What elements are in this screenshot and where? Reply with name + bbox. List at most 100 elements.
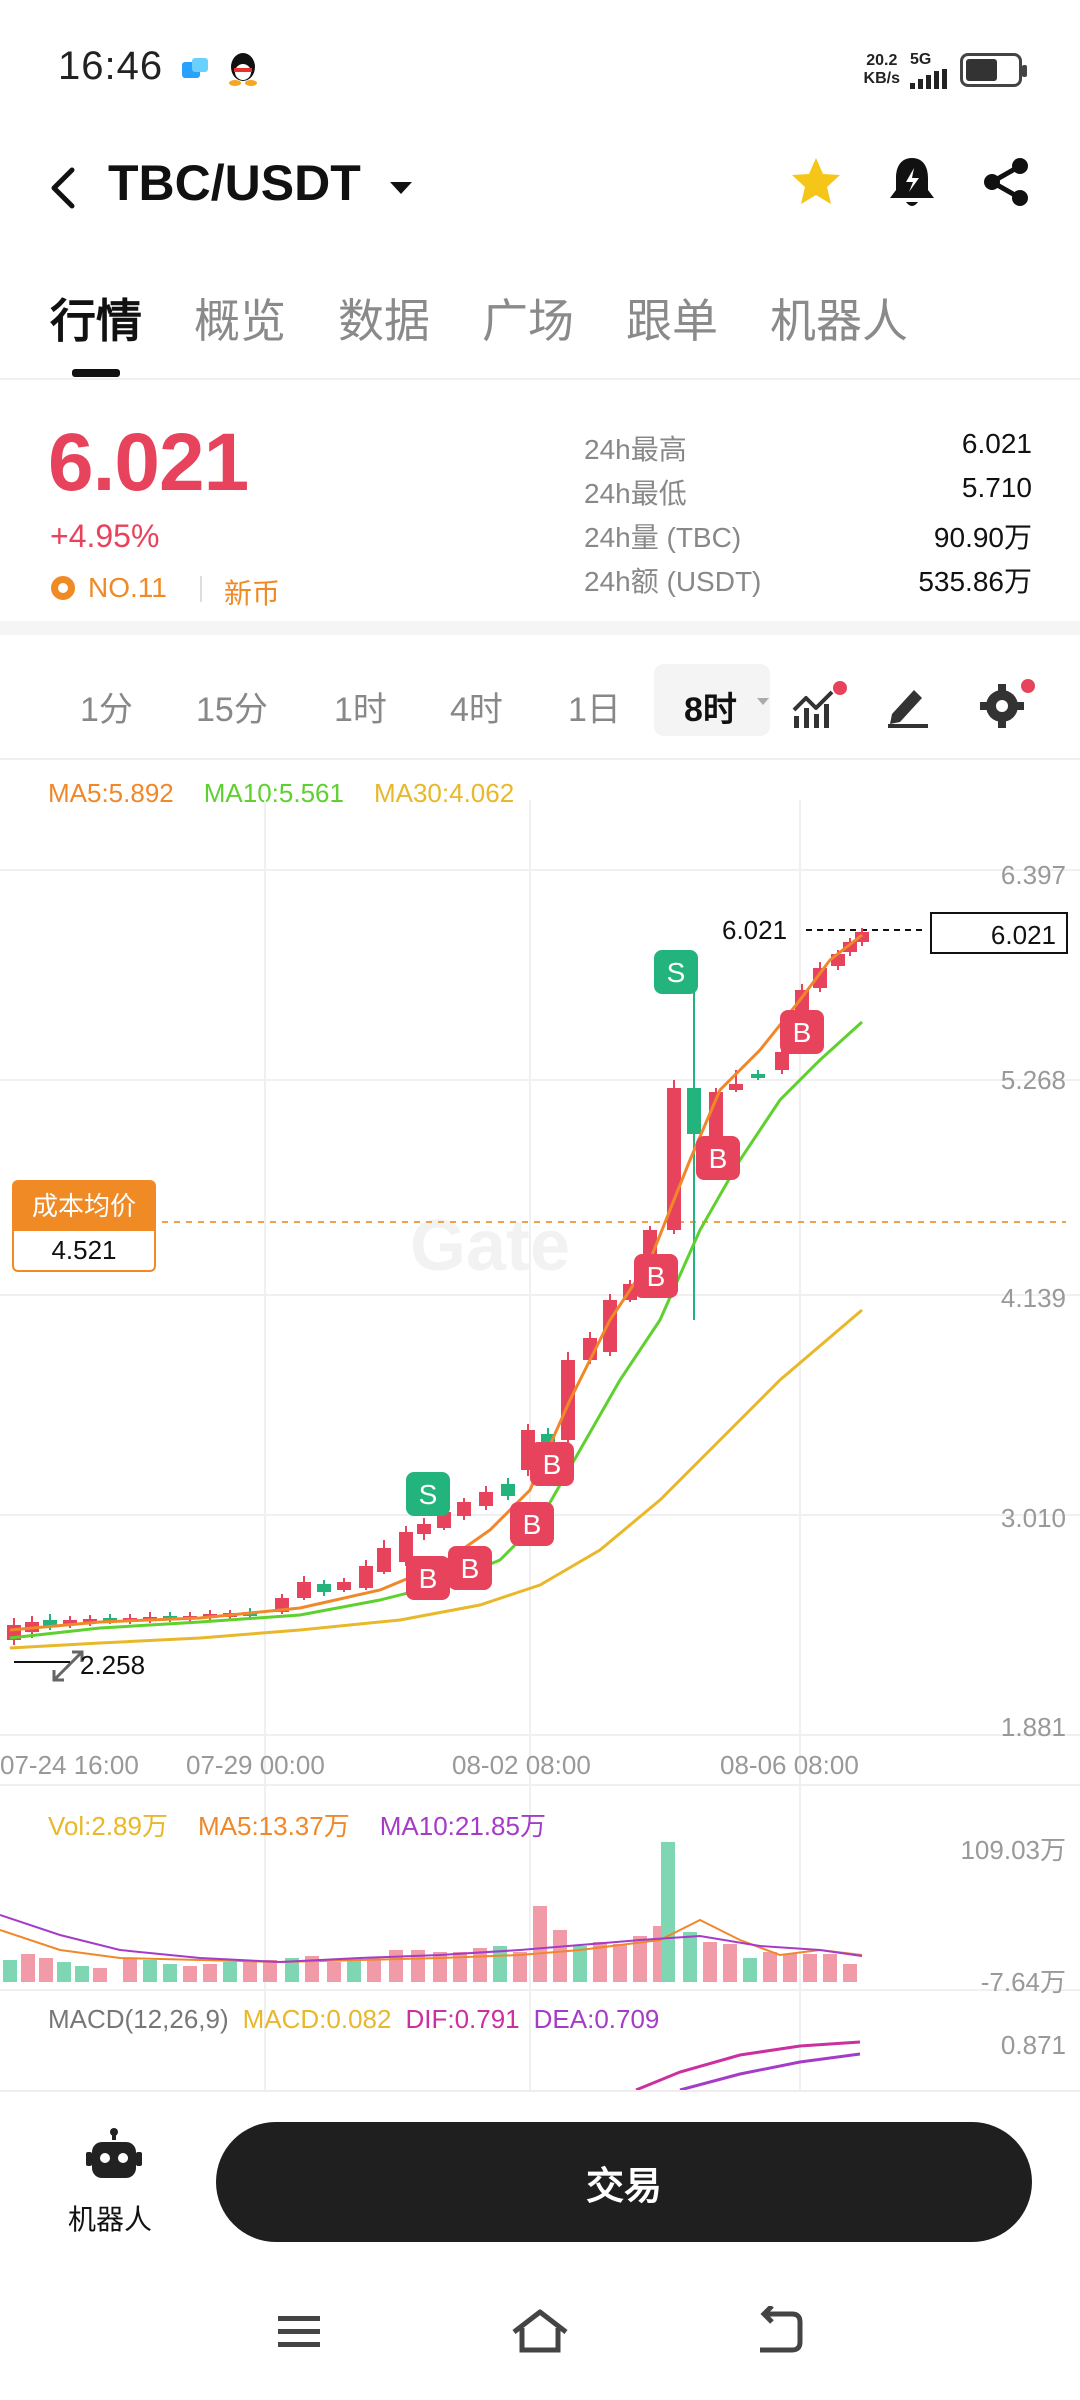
volume-bar	[783, 1954, 797, 1982]
active-tab-indicator	[72, 369, 120, 377]
status-bar: 16:46 20.2 KB/s 5G	[0, 0, 1080, 130]
volume-bar	[453, 1952, 467, 1982]
active-interval-bg	[654, 664, 770, 736]
volume-bar	[573, 1946, 587, 1982]
interval-1m[interactable]: 1分	[80, 691, 133, 729]
svg-text:B: B	[709, 1143, 728, 1174]
rank-text[interactable]: NO.11	[88, 572, 167, 603]
tab-data[interactable]: 数据	[338, 295, 430, 347]
candle-body	[337, 1582, 351, 1590]
macd-y-top: 0.871	[1000, 2030, 1066, 2060]
interval-dropdown-icon[interactable]	[756, 696, 770, 706]
interval-4h[interactable]: 4时	[450, 691, 503, 729]
volume-bar	[39, 1958, 53, 1982]
svg-text:B: B	[543, 1449, 562, 1480]
settings-gear-icon[interactable]	[978, 678, 1036, 730]
stat-row: 24h额 (USDT) 535.86万	[584, 566, 1032, 597]
ma5-label: MA5:5.892	[48, 778, 174, 808]
volume-bar	[93, 1968, 107, 1982]
interval-15m[interactable]: 15分	[196, 691, 268, 729]
ma10-line	[9, 1020, 864, 1640]
buy-marker: B	[448, 1546, 492, 1590]
indicator-icon[interactable]	[788, 678, 848, 732]
qq-notification-icon	[229, 53, 257, 86]
volume-bar	[613, 1944, 627, 1982]
volume-bar	[285, 1958, 299, 1982]
x-tick-label: 08-06 08:00	[720, 1750, 859, 1780]
volume-bar	[75, 1966, 89, 1982]
change-percent: +4.95%	[50, 518, 160, 554]
macd-value: MACD:0.082	[242, 2004, 392, 2034]
interval-1d[interactable]: 1日	[568, 691, 621, 729]
bottom-action-bar: 机器人 交易	[0, 2090, 1080, 2260]
price-summary: 6.021 +4.95% NO.11 新币 24h最高 6.021 24h最低 5.…	[0, 400, 1080, 635]
candle-body	[457, 1502, 471, 1516]
draw-tool-icon[interactable]	[884, 678, 932, 728]
app-notification-icon	[182, 58, 208, 78]
price-alert-bell-icon[interactable]	[884, 152, 940, 212]
candle-body	[479, 1492, 493, 1506]
candle-body	[729, 1084, 743, 1090]
volume-bar	[57, 1962, 71, 1982]
home-icon[interactable]	[510, 2306, 570, 2356]
robot-label[interactable]: 机器人	[68, 2204, 153, 2235]
sell-marker: S	[406, 1472, 450, 1516]
interval-8h[interactable]: 8时	[684, 691, 737, 729]
new-coin-badge[interactable]: 新币	[224, 578, 281, 609]
trade-button[interactable]: 交易	[216, 2122, 1032, 2242]
volume-y-top: 109.03万	[960, 1835, 1066, 1865]
volume-bar	[367, 1958, 381, 1982]
network-type: 5G	[910, 51, 932, 68]
x-tick-label: 08-02 08:00	[452, 1750, 591, 1780]
last-price: 6.021	[48, 417, 249, 508]
avg-cost-marker: 成本均价 4.521	[12, 1180, 156, 1272]
menu-icon[interactable]	[274, 2310, 324, 2354]
pair-dropdown-icon[interactable]	[388, 178, 414, 198]
tab-square[interactable]: 广场	[482, 295, 574, 347]
network-speed: 20.2 KB/s	[863, 52, 900, 87]
buy-marker: B	[634, 1254, 678, 1298]
sell-marker: S	[654, 950, 698, 994]
robot-icon[interactable]	[84, 2128, 144, 2184]
y-tick-label: 6.397	[1000, 860, 1066, 890]
favorite-star-icon[interactable]	[786, 152, 846, 212]
x-tick-label: 07-29 00:00	[186, 1750, 325, 1780]
tab-overview[interactable]: 概览	[194, 295, 286, 347]
tab-market[interactable]: 行情	[50, 295, 142, 347]
volume-bar	[163, 1964, 177, 1982]
tab-copy-trading[interactable]: 跟单	[626, 295, 718, 347]
candle-body	[751, 1074, 765, 1078]
status-time: 16:46	[58, 44, 164, 88]
system-back-icon[interactable]	[752, 2306, 804, 2356]
candle-body	[103, 1618, 117, 1621]
svg-text:S: S	[667, 957, 686, 988]
candle-body	[163, 1616, 177, 1619]
back-arrow-icon[interactable]	[44, 158, 84, 218]
volume-bar	[553, 1930, 567, 1982]
main-tabs: 行情 概览 数据 广场 跟单 机器人	[0, 285, 1080, 380]
interval-1h[interactable]: 1时	[334, 691, 387, 729]
tab-bots[interactable]: 机器人	[770, 295, 908, 347]
rank-icon	[51, 576, 75, 600]
buy-marker: B	[696, 1136, 740, 1180]
y-tick-label: 4.139	[1000, 1283, 1066, 1313]
volume-bar	[389, 1950, 403, 1982]
macd-dif: DIF:0.791	[405, 2004, 520, 2034]
share-icon[interactable]	[978, 152, 1034, 212]
stat-row: 24h量 (TBC) 90.90万	[584, 522, 1032, 553]
ma30-label: MA30:4.062	[373, 778, 515, 808]
volume-bar	[223, 1962, 237, 1982]
pair-title[interactable]: TBC/USDT	[108, 155, 361, 211]
volume-bar	[513, 1952, 527, 1982]
ma5-line	[9, 933, 863, 1632]
candle-body	[377, 1548, 391, 1572]
candle-body	[855, 932, 869, 942]
expand-chart-icon	[52, 1650, 84, 1682]
volume-bar	[327, 1962, 341, 1982]
stats-24h: 24h最高 6.021 24h最低 5.710 24h量 (TBC) 90.90万 2…	[584, 428, 1032, 604]
buy-marker: B	[530, 1442, 574, 1486]
stat-row: 24h最高 6.021	[584, 428, 1032, 465]
volume-bar	[203, 1964, 217, 1982]
macd-dea-line	[679, 2052, 861, 2090]
